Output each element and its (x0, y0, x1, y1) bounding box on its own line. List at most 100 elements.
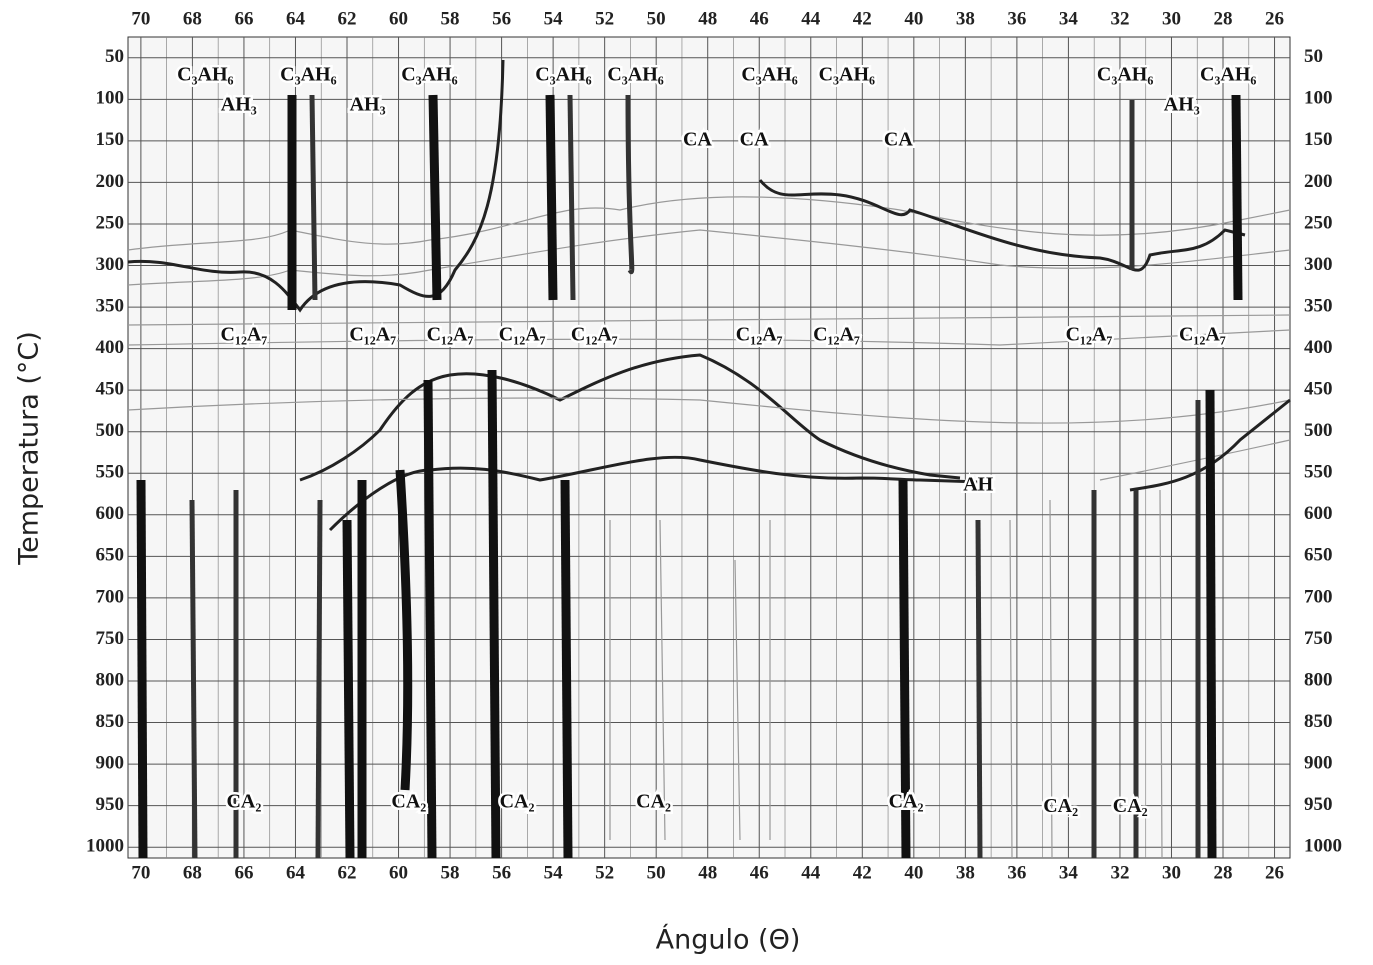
x-tick-label: 34 (1059, 862, 1079, 883)
phase-label: C₃AH₆ (819, 64, 875, 86)
x-tick-label: 70 (131, 862, 150, 883)
phase-label: AH₃ (1164, 94, 1200, 116)
x-tick-label: 42 (853, 862, 872, 883)
phase-label: C₁₂A₇ (221, 324, 268, 346)
x-tick-label: 40 (904, 862, 923, 883)
phase-label: C₃AH₆ (535, 64, 591, 86)
x-tick-label: 60 (389, 862, 408, 883)
y-tick-label: 600 (96, 503, 125, 524)
x-tick-label-top: 40 (904, 8, 923, 29)
x-tick-label-top: 58 (441, 8, 460, 29)
phase-label: C₃AH₆ (1097, 64, 1153, 86)
x-tick-label: 68 (183, 862, 202, 883)
x-tick-label-top: 32 (1110, 8, 1129, 29)
y-tick-label: 550 (96, 462, 125, 483)
y-tick-label: 450 (96, 379, 125, 400)
phase-label: C₁₂A₇ (1066, 324, 1113, 346)
phase-label: C₁₂A₇ (571, 324, 618, 346)
phase-label: C₁₂A₇ (349, 324, 396, 346)
x-tick-label: 36 (1007, 862, 1026, 883)
y-tick-label: 100 (96, 88, 125, 109)
y-tick-label-right: 400 (1304, 337, 1333, 358)
x-tick-label: 32 (1110, 862, 1129, 883)
phase-label: CA₂ (391, 791, 426, 813)
phase-label: CA₂ (889, 791, 924, 813)
phase-label: CA (884, 128, 913, 150)
x-tick-label: 52 (595, 862, 614, 883)
x-tick-label-top: 44 (801, 8, 821, 29)
phase-label: C₁₂A₇ (736, 324, 783, 346)
y-tick-label: 850 (96, 711, 125, 732)
y-tick-label-right: 950 (1304, 794, 1333, 815)
y-tick-label: 700 (96, 586, 125, 607)
plot-area (127, 36, 1291, 859)
y-tick-label: 300 (96, 254, 125, 275)
x-tick-label-top: 46 (750, 8, 769, 29)
phase-label: CA₂ (1043, 795, 1078, 817)
y-tick-label-right: 1000 (1304, 836, 1342, 857)
y-tick-label: 350 (96, 295, 125, 316)
phase-label: CA₂ (226, 791, 261, 813)
y-tick-label-right: 100 (1304, 88, 1333, 109)
phase-label: C₃AH₆ (1200, 64, 1256, 86)
phase-label: CA₂ (636, 791, 671, 813)
x-tick-label-top: 52 (595, 8, 614, 29)
x-tick-label-top: 54 (544, 8, 564, 29)
phase-label: C₃AH₆ (607, 64, 663, 86)
x-tick-label-top: 42 (853, 8, 872, 29)
phase-label: CA (740, 128, 769, 150)
x-tick-label: 46 (750, 862, 769, 883)
y-tick-label-right: 600 (1304, 503, 1333, 524)
y-tick-label: 50 (105, 46, 124, 67)
y-tick-label-right: 300 (1304, 254, 1333, 275)
y-tick-label: 800 (96, 669, 125, 690)
y-tick-label-right: 50 (1304, 46, 1323, 67)
x-tick-label-top: 26 (1265, 8, 1284, 29)
x-tick-label: 54 (544, 862, 564, 883)
phase-label: AH₃ (221, 94, 257, 116)
y-tick-label: 650 (96, 545, 125, 566)
x-tick-label: 58 (441, 862, 460, 883)
y-tick-label: 250 (96, 212, 125, 233)
y-tick-label-right: 800 (1304, 669, 1333, 690)
x-tick-label-top: 66 (234, 8, 253, 29)
y-axis-label: Temperatura (°C) (14, 331, 45, 566)
x-tick-label: 56 (492, 862, 511, 883)
y-tick-label-right: 150 (1304, 129, 1333, 150)
x-tick-label-top: 28 (1214, 8, 1233, 29)
x-tick-label-top: 56 (492, 8, 511, 29)
y-tick-label-right: 900 (1304, 752, 1333, 773)
y-tick-label-right: 650 (1304, 545, 1333, 566)
phase-label: C₁₂A₇ (427, 324, 474, 346)
x-tick-label: 50 (647, 862, 666, 883)
phase-label: C₃AH₆ (741, 64, 797, 86)
y-tick-label: 400 (96, 337, 125, 358)
phase-label: CA₂ (500, 791, 535, 813)
y-tick-label-right: 850 (1304, 711, 1333, 732)
x-tick-label: 66 (234, 862, 253, 883)
y-tick-label: 950 (96, 794, 125, 815)
phase-label: C₁₂A₇ (499, 324, 546, 346)
phase-label: CA₂ (1113, 795, 1148, 817)
x-tick-label: 26 (1265, 862, 1284, 883)
phase-label: CA (683, 128, 712, 150)
y-tick-label-right: 750 (1304, 628, 1333, 649)
x-tick-label: 28 (1214, 862, 1233, 883)
x-tick-label-top: 64 (286, 8, 306, 29)
x-tick-label-top: 34 (1059, 8, 1079, 29)
phase-label: AH (963, 473, 993, 495)
y-tick-label: 750 (96, 628, 125, 649)
y-tick-label: 150 (96, 129, 125, 150)
x-tick-label-top: 68 (183, 8, 202, 29)
y-tick-label: 900 (96, 752, 125, 773)
phase-label: C₃AH₆ (280, 64, 336, 86)
x-tick-label: 30 (1162, 862, 1181, 883)
x-tick-label-top: 36 (1007, 8, 1026, 29)
contours (127, 59, 1291, 532)
x-tick-label: 48 (698, 862, 717, 883)
y-tick-label-right: 500 (1304, 420, 1333, 441)
x-tick-label-top: 30 (1162, 8, 1181, 29)
y-tick-label: 500 (96, 420, 125, 441)
x-tick-label: 44 (801, 862, 821, 883)
